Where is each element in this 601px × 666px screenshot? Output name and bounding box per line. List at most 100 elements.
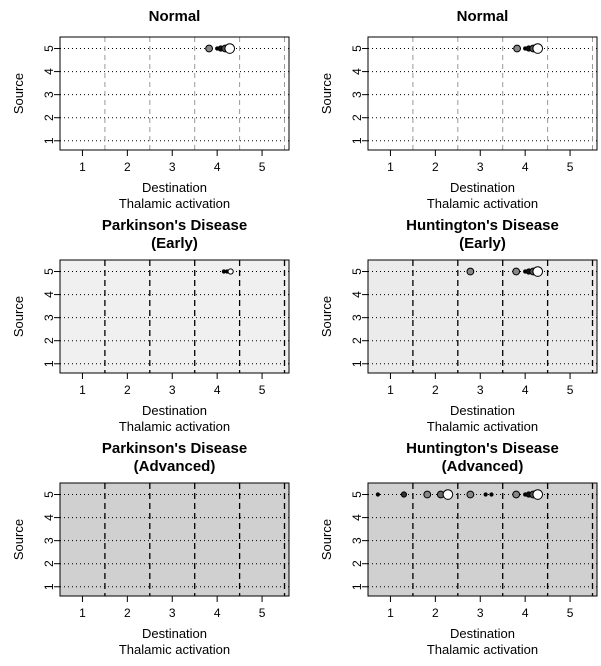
x-tick-label: 4 (214, 383, 221, 397)
plot-background (368, 483, 597, 596)
panel-title: (Early) (151, 235, 198, 252)
x-tick-label: 2 (124, 160, 131, 174)
x-tick-label: 3 (169, 606, 176, 620)
panel-normal-left: Normal 1 2 3 4 5 1 2 3 4 5 Source DestinationThalami… (11, 8, 290, 211)
y-axis-label: Source (319, 296, 334, 337)
x-tick-label: 2 (432, 606, 439, 620)
x-axis-sublabel: Thalamic activation (119, 642, 230, 657)
x-tick-label: 5 (259, 606, 266, 620)
panel-title: (Advanced) (134, 458, 216, 475)
panel-title: Parkinson's Disease (102, 217, 247, 234)
data-point (532, 43, 544, 54)
x-tick-label: 3 (477, 606, 484, 620)
data-point (205, 44, 213, 53)
x-tick-label: 4 (522, 383, 529, 397)
y-tick-label: 2 (350, 337, 364, 344)
y-tick-label: 2 (42, 337, 56, 344)
x-axis-sublabel: Thalamic activation (427, 419, 538, 434)
x-tick-label: 5 (259, 160, 266, 174)
panel-title: Normal (457, 8, 509, 25)
y-tick-label: 2 (350, 114, 364, 121)
y-tick-label: 3 (42, 314, 56, 321)
x-axis-label: Destination (450, 403, 515, 418)
y-axis-label: Source (319, 73, 334, 114)
x-tick-label: 1 (79, 383, 86, 397)
x-tick-label: 2 (124, 606, 131, 620)
y-tick-label: 4 (350, 68, 364, 75)
data-point (512, 267, 521, 276)
x-tick-label: 2 (124, 383, 131, 397)
data-point (400, 491, 408, 498)
x-tick-label: 3 (477, 160, 484, 174)
data-point (512, 490, 521, 499)
plot-background (368, 37, 597, 150)
y-tick-label: 5 (42, 45, 56, 52)
panel-title: (Advanced) (442, 458, 524, 475)
data-point (532, 489, 544, 500)
x-tick-label: 4 (522, 160, 529, 174)
plot-frame (59, 259, 290, 374)
x-tick-label: 1 (79, 160, 86, 174)
panel-huntingtons-advanced: Huntington's Disease(Advanced) 1 2 3 4 5 1 2 3 4 5… (319, 440, 598, 657)
y-tick-label: 3 (42, 537, 56, 544)
y-tick-label: 3 (350, 91, 364, 98)
x-axis-sublabel: Thalamic activation (427, 642, 538, 657)
x-axis-sublabel: Thalamic activation (119, 196, 230, 211)
y-tick-label: 2 (42, 114, 56, 121)
y-tick-label: 4 (350, 291, 364, 298)
x-tick-label: 5 (567, 383, 574, 397)
x-axis-sublabel: Thalamic activation (427, 196, 538, 211)
data-point (513, 44, 521, 53)
y-tick-label: 5 (350, 491, 364, 498)
data-point (227, 268, 234, 275)
data-point (532, 266, 544, 277)
plot-frame (367, 259, 598, 374)
y-tick-label: 3 (350, 537, 364, 544)
x-axis-label: Destination (142, 626, 207, 641)
data-point (483, 492, 488, 497)
y-tick-label: 4 (42, 68, 56, 75)
plot-frame (367, 482, 598, 597)
panel-title: Huntington's Disease (406, 440, 559, 457)
y-axis-label: Source (11, 73, 26, 114)
plot-frame (367, 36, 598, 151)
y-tick-label: 4 (42, 291, 56, 298)
x-axis-sublabel: Thalamic activation (119, 419, 230, 434)
y-tick-label: 1 (350, 583, 364, 590)
x-tick-label: 1 (79, 606, 86, 620)
y-tick-label: 5 (350, 268, 364, 275)
x-tick-label: 2 (432, 160, 439, 174)
y-axis-label: Source (11, 519, 26, 560)
panel-parkinsons-advanced: Parkinson's Disease(Advanced) 1 2 3 4 5 1 2 3 4 5 S… (11, 440, 290, 657)
plot-frame (59, 36, 290, 151)
panel-parkinsons-early: Parkinson's Disease(Early) 1 2 3 4 5 1 2 3 4 5 Sour… (11, 217, 290, 434)
x-tick-label: 5 (259, 383, 266, 397)
data-point (442, 489, 454, 500)
x-axis-label: Destination (450, 626, 515, 641)
x-tick-label: 5 (567, 606, 574, 620)
y-tick-label: 5 (42, 268, 56, 275)
y-tick-label: 3 (350, 314, 364, 321)
x-tick-label: 1 (387, 606, 394, 620)
data-point (466, 490, 475, 499)
y-tick-label: 3 (42, 91, 56, 98)
x-tick-label: 3 (477, 383, 484, 397)
x-tick-label: 1 (387, 160, 394, 174)
panel-title: Parkinson's Disease (102, 440, 247, 457)
panel-normal-right: Normal 1 2 3 4 5 1 2 3 4 5 Source DestinationThalami… (319, 8, 598, 211)
y-tick-label: 1 (350, 360, 364, 367)
y-tick-label: 1 (42, 360, 56, 367)
y-tick-label: 5 (350, 45, 364, 52)
data-point (489, 492, 494, 497)
y-tick-label: 1 (42, 137, 56, 144)
y-axis-label: Source (319, 519, 334, 560)
x-axis-label: Destination (142, 403, 207, 418)
y-tick-label: 5 (42, 491, 56, 498)
x-tick-label: 1 (387, 383, 394, 397)
data-point (466, 267, 475, 276)
x-tick-label: 4 (522, 606, 529, 620)
data-point (224, 43, 236, 54)
panel-title: (Early) (459, 235, 506, 252)
plot-frame (59, 482, 290, 597)
